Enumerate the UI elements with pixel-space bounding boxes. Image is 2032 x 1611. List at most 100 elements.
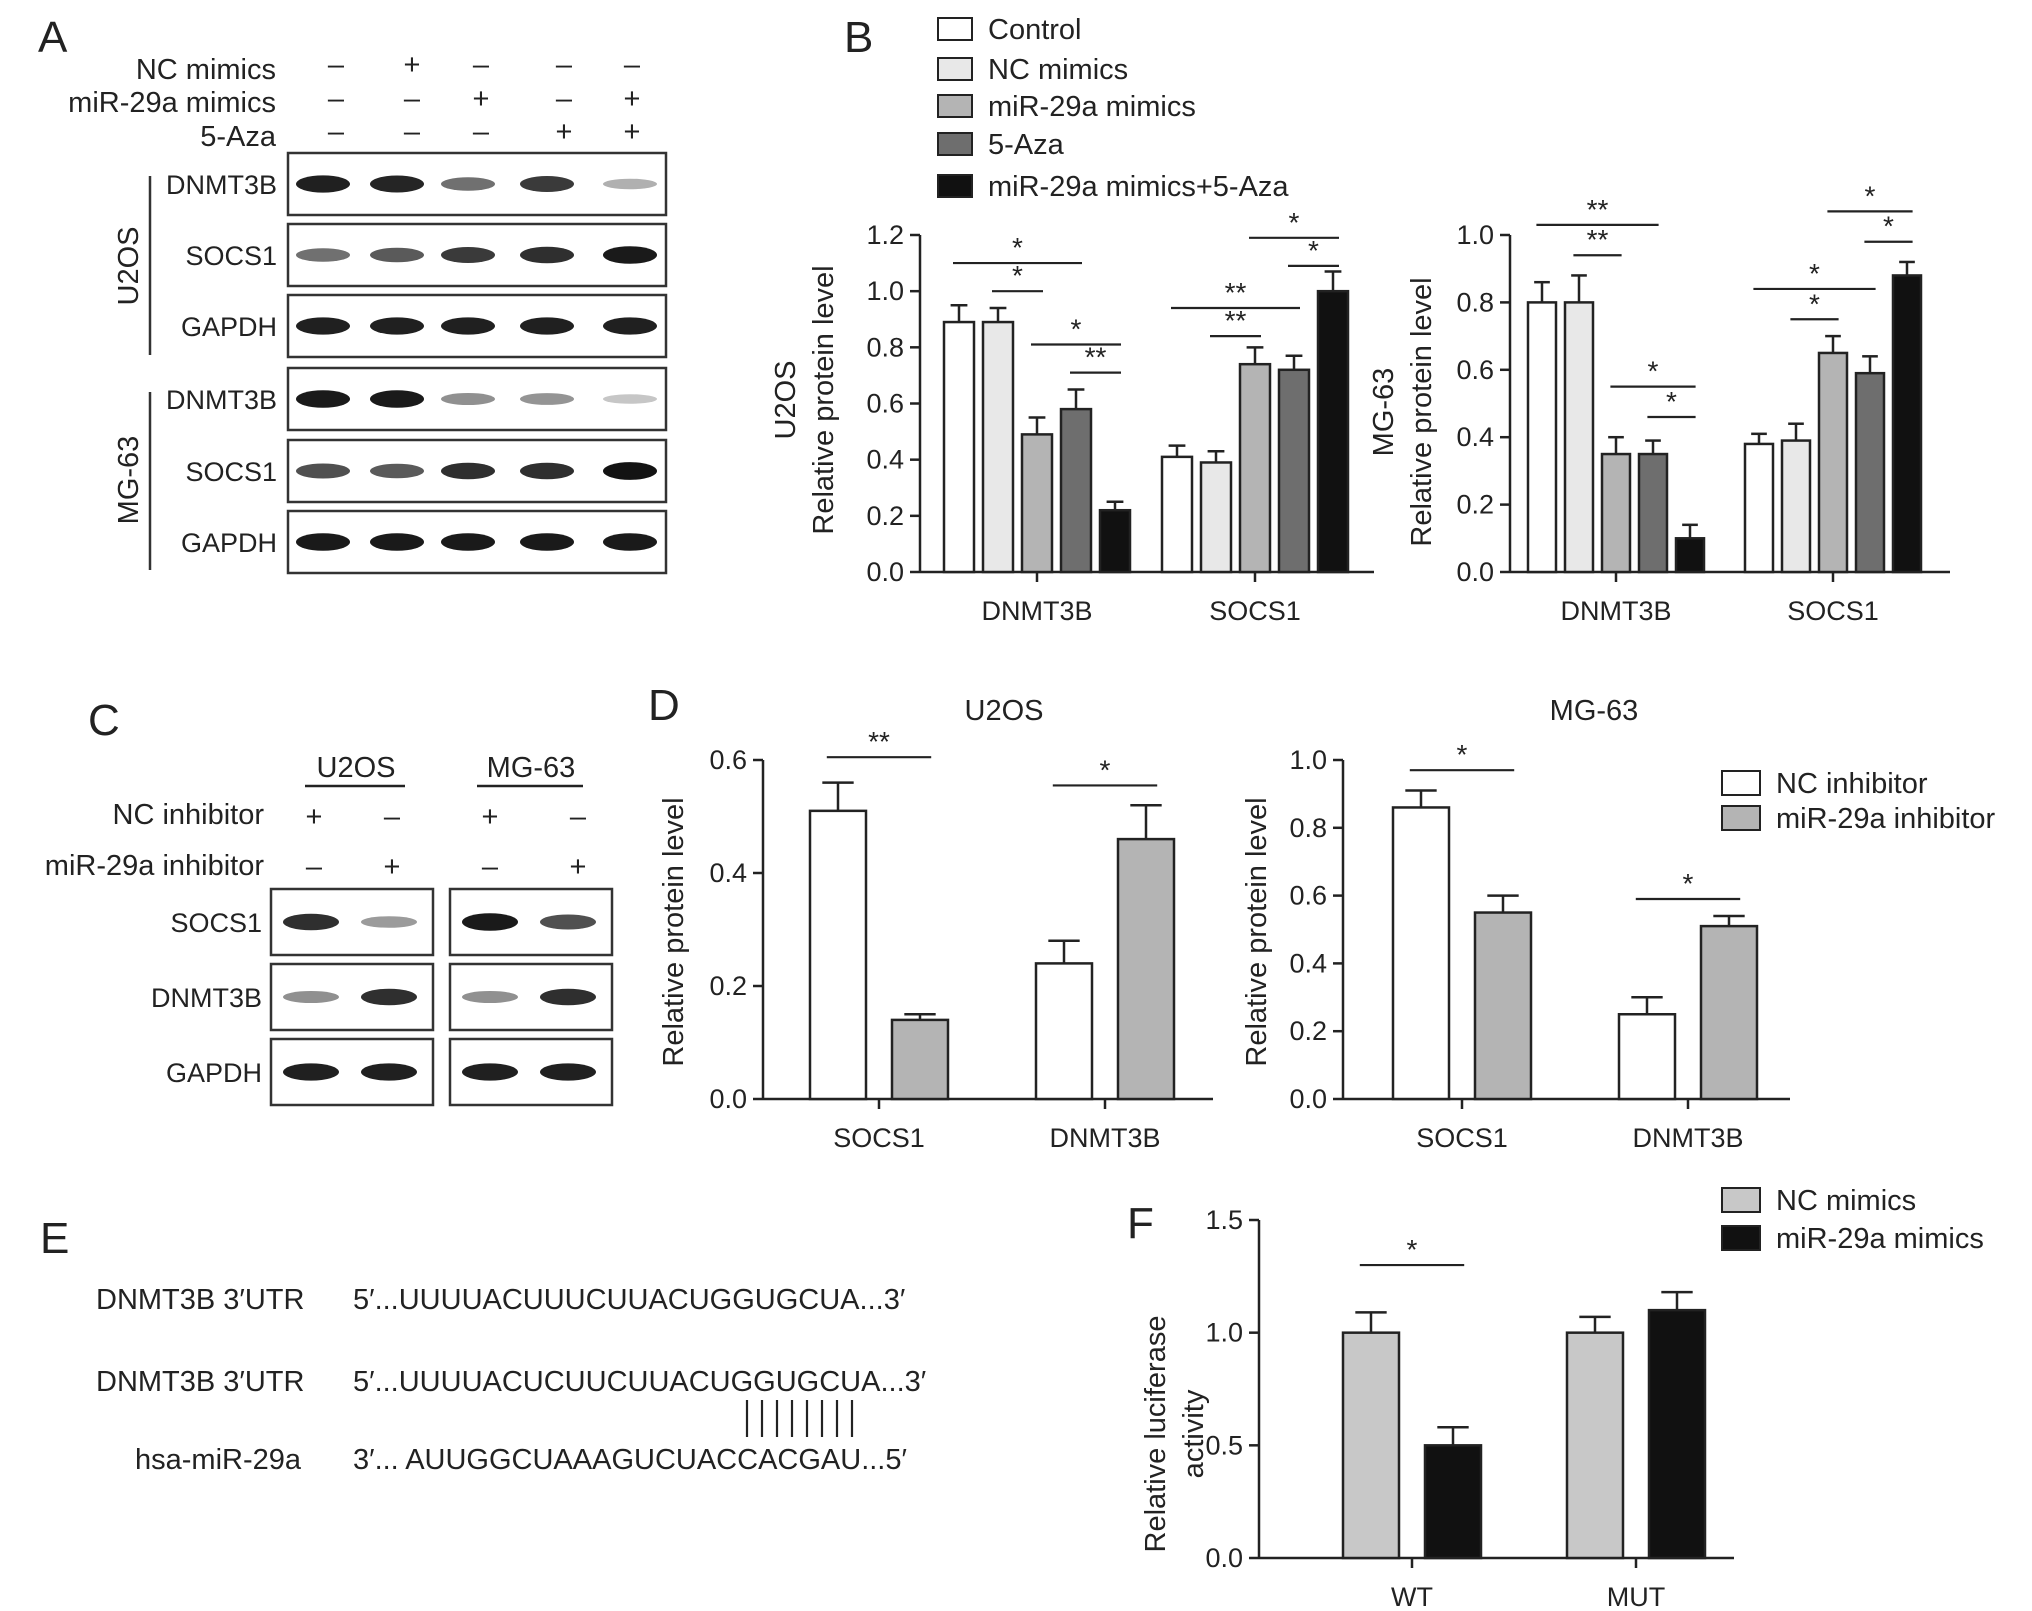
legend-swatch [937,174,973,198]
chart-b-u2os: U2OS Relative protein level 0.0 0.2 0.4 0.6… [770,207,1374,626]
significance-label: * [1012,232,1023,263]
condition-sign: + [482,801,499,833]
y-tick-label: 1.5 [1205,1205,1243,1235]
condition-sign: – [482,851,499,883]
x-tick-label: SOCS1 [833,1123,925,1153]
bar [1674,537,1706,574]
y-tick-label: 0.6 [709,745,747,775]
legend-swatch [937,94,973,118]
y-tick-label: 0.5 [1205,1430,1243,1460]
x-tick-label: SOCS1 [1416,1123,1508,1153]
panel-e-letter: E [40,1214,69,1263]
blot-label-gapdh: GAPDH [166,1058,262,1088]
cell-line-mg63: MG-63 [487,752,576,784]
condition-sign: – [384,801,401,833]
condition-sign: – [404,83,421,115]
x-tick-label: DNMT3B [1560,596,1671,626]
condition-sign: + [404,49,421,81]
sequence: 5′...UUUUACUCUUCUUACUGGUGCUA...3′ [353,1366,926,1398]
blot-band [603,462,657,480]
bar [1637,452,1669,574]
panel-b-legend: Control NC mimics miR-29a mimics 5-Aza m… [937,14,1289,203]
blot-band [361,1063,417,1081]
significance-label: * [1457,739,1468,770]
panel-d-letter: D [648,681,680,730]
bar [1034,962,1094,1101]
blot-band [296,533,350,551]
y-axis-label-2: activity [1178,1389,1210,1478]
blot-band [361,988,417,1006]
blot-band [296,390,350,408]
significance-label: ** [1587,224,1609,255]
panel-c-letter: C [88,696,120,745]
condition-sign: + [570,851,587,883]
condition-sign: + [556,116,573,148]
y-tick-label: 0.0 [709,1084,747,1114]
blot-label-gapdh: GAPDH [181,528,277,558]
significance-label: * [1407,1234,1418,1265]
bar [1160,455,1194,574]
sequence: 3′... AUUGGCUAAAGUCUACCACGAU...5′ [353,1444,907,1476]
bar [1020,433,1054,574]
legend-label: NC mimics [988,54,1128,86]
condition-label-mir29a-mimics: miR-29a mimics [68,87,276,119]
cell-line-mg63: MG-63 [113,436,145,525]
panel-e-sequences: DNMT3B 3′UTR 5′...UUUUACUUUCUUACUGGUGCUA… [96,1284,926,1476]
panel-a-cell-lines: U2OS MG-63 [113,176,152,570]
blot-label-dnmt3b: DNMT3B [166,385,277,415]
blot-band [520,393,574,405]
bar [1817,351,1849,574]
blot-band [370,463,424,479]
blot-band [441,462,495,480]
y-tick-label: 1.0 [1289,745,1327,775]
bar [1780,439,1812,574]
legend-swatch [937,132,973,156]
sequence-name: DNMT3B 3′UTR [96,1366,304,1398]
y-tick-label: 0.4 [866,445,904,475]
bar [942,320,976,574]
chart-d-mg63: MG-63 Relative protein level 0.0 0.2 0.4 0.… [1241,695,1790,1153]
bar [1565,1331,1625,1560]
bar [1277,368,1311,574]
blot-band [370,390,424,408]
significance-label: ** [1587,194,1609,225]
panel-a-blots: DNMT3B SOCS1 GAPDH DNMT3B SOCS1 GAPDH [166,151,668,575]
blot-band [370,533,424,551]
condition-sign: – [556,49,573,81]
condition-sign: + [624,116,641,148]
condition-sign: – [473,49,490,81]
significance-label: * [1648,356,1659,387]
y-axis-label: Relative protein level [1241,797,1273,1066]
blot-label-gapdh: GAPDH [181,312,277,342]
bar [1059,407,1093,574]
significance-label: * [1883,211,1894,242]
blot-band [520,533,574,551]
bar [1600,452,1632,574]
blot-band [520,175,574,193]
blot-band [370,317,424,335]
condition-label-mir29a-inhibitor: miR-29a inhibitor [45,850,265,882]
condition-sign: – [556,83,573,115]
blot-band [441,317,495,335]
condition-sign: – [570,801,587,833]
blot-label-dnmt3b: DNMT3B [166,170,277,200]
bar [1617,1013,1677,1101]
significance-label: ** [1225,305,1247,336]
y-tick-label: 0.4 [1289,948,1327,978]
legend-swatch [1721,770,1761,796]
y-tick-label: 0.0 [1289,1084,1327,1114]
significance-label: * [1683,868,1694,899]
legend-label: miR-29a mimics [988,91,1196,123]
bar [1647,1308,1707,1560]
y-tick-label: 0.2 [1456,490,1494,520]
blot-band [462,913,518,931]
y-axis-label-cell: U2OS [770,361,802,440]
bar [1391,806,1451,1101]
legend-label: NC inhibitor [1776,768,1928,800]
y-tick-label: 0.4 [1456,422,1494,452]
blot-band [283,913,339,931]
bar [1423,1444,1483,1560]
blot-band [296,248,350,262]
significance-label: * [1308,235,1319,266]
